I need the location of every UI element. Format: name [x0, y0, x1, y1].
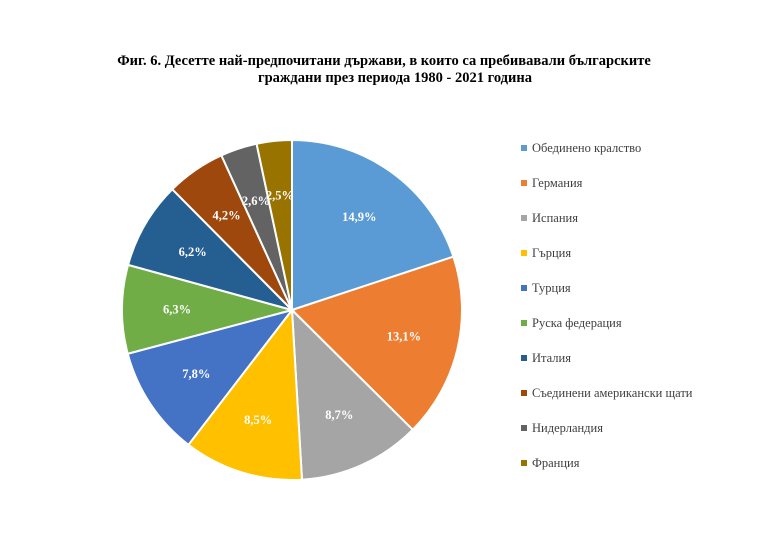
legend-label-6: Руска федерация [532, 316, 622, 330]
legend-swatch-9 [521, 425, 527, 431]
legend-swatch-8 [521, 390, 527, 396]
legend-label-5: Турция [532, 281, 571, 295]
legend-item-5: Турция [521, 280, 761, 315]
pie-slice-4 [187, 307, 304, 481]
pie-slice-1 [291, 138, 455, 312]
pie-slice-6 [121, 263, 296, 355]
pie-slices [121, 138, 463, 481]
pie-data-label-1: 14,9% [342, 210, 376, 224]
pie-data-label-7: 6,2% [179, 245, 207, 259]
legend-swatch-10 [521, 460, 527, 466]
legend-label-8: Съединени американски щати [532, 386, 693, 400]
pie-data-label-2: 13,1% [387, 329, 421, 343]
pie-slice-7 [126, 187, 296, 312]
pie-data-label-9: 2,6% [242, 194, 270, 208]
legend-label-7: Италия [532, 351, 571, 365]
pie-data-label-8: 4,2% [213, 208, 241, 222]
pie-data-label-10: 2,5% [266, 189, 294, 203]
legend-label-4: Гърция [532, 246, 572, 260]
chart-legend: Обединено кралство Германия Испания Гърция Т… [521, 140, 761, 490]
legend-item-4: Гърция [521, 245, 761, 280]
pie-data-label-4: 8,5% [244, 413, 272, 427]
legend-item-1: Обединено кралство [521, 140, 761, 175]
legend-swatch-4 [521, 250, 527, 256]
legend-label-1: Обединено кралство [532, 141, 642, 155]
legend-item-9: Нидерландия [521, 420, 761, 455]
pie-data-labels: 14,9% 13,1% 8,7% 8,5% 7,8% 6,3% 6,2% 4,2%2,6%2,… [163, 189, 421, 427]
legend-swatch-6 [521, 320, 527, 326]
legend-swatch-7 [521, 355, 527, 361]
pie-data-label-3: 8,7% [325, 408, 353, 422]
chart-title-line-1: Фиг. 6. Десетте най-предпочитани държави… [117, 53, 651, 69]
legend-label-3: Испания [532, 211, 578, 225]
legend-swatch-2 [521, 180, 527, 186]
legend-label-9: Нидерландия [532, 421, 603, 435]
legend-item-6: Руска федерация [521, 315, 761, 350]
legend-item-7: Италия [521, 350, 761, 385]
pie-slice-10 [255, 138, 293, 311]
legend-item-8: Съединени американски щати [521, 385, 761, 420]
legend-item-10: Франция [521, 455, 761, 490]
pie-data-label-5: 7,8% [182, 367, 210, 381]
legend-swatch-1 [521, 145, 527, 151]
legend-label-2: Германия [532, 176, 583, 190]
chart-title: Фиг. 6. Десетте най-предпочитани държави… [0, 53, 768, 87]
pie-slice-2 [290, 255, 463, 432]
chart-title-line-2: граждани през периода 1980 - 2021 година [258, 70, 532, 86]
legend-item-2: Германия [521, 175, 761, 210]
legend-label-10: Франция [532, 456, 580, 470]
pie-slice-3 [290, 307, 415, 481]
pie-data-label-6: 6,3% [163, 303, 191, 317]
legend-swatch-3 [521, 215, 527, 221]
legend-item-3: Испания [521, 210, 761, 245]
legend-swatch-5 [521, 285, 527, 291]
